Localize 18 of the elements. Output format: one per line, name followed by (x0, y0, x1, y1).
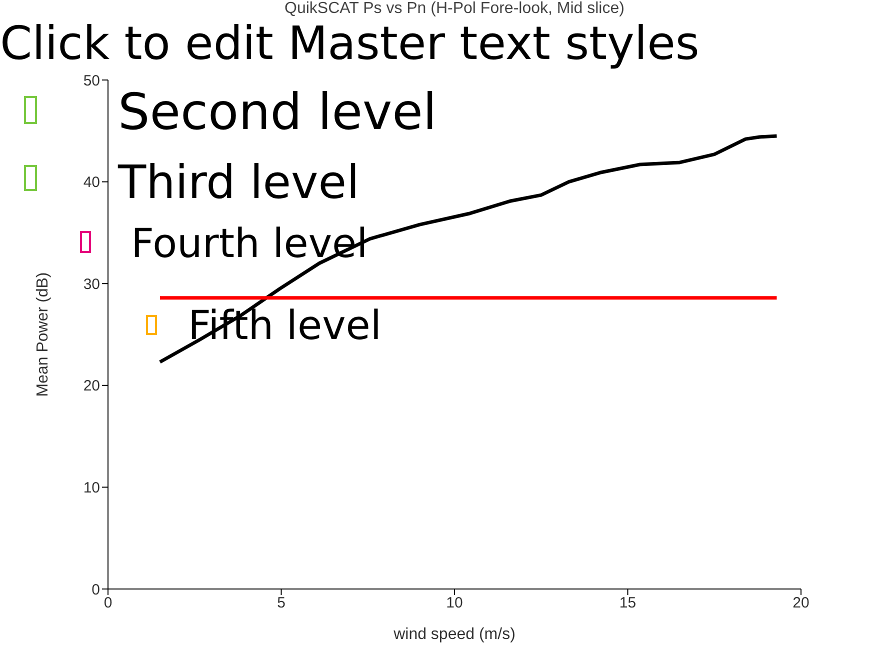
x-tick-label: 15 (619, 594, 636, 612)
y-tick-label: 50 (83, 72, 100, 90)
y-tick-label: 20 (83, 378, 100, 395)
annotation: Fourth level (131, 221, 368, 267)
y-tick-label: 40 (83, 174, 100, 192)
x-tick-label: 20 (792, 594, 810, 612)
x-tick-label: 0 (104, 594, 112, 612)
chart-title: QuikSCAT Ps vs Pn (H-Pol Fore-look, Mid slice) (284, 0, 626, 18)
text: Click to edit Master text styles (0, 16, 700, 70)
y-tick-label: 0 (92, 581, 100, 598)
x-tick-label: 5 (277, 594, 286, 612)
annotation: Third level (118, 155, 360, 209)
annotation: Second level (118, 83, 437, 141)
y-tick-label: 30 (83, 276, 100, 293)
x-tick-label: 10 (446, 594, 463, 612)
y-tick-label: 10 (83, 480, 100, 497)
x-axis-title: wind speed (m/s) (392, 626, 516, 643)
y-axis-title: Mean Power (dB) (34, 272, 52, 397)
